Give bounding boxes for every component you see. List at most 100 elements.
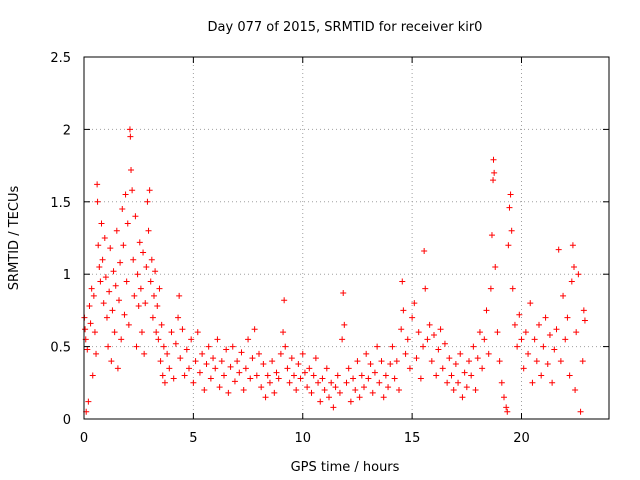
data-point <box>223 346 230 353</box>
data-point <box>581 317 588 324</box>
data-point <box>158 321 165 328</box>
data-point <box>514 343 521 350</box>
data-point <box>97 278 104 285</box>
data-point <box>203 360 210 367</box>
data-point <box>117 259 124 266</box>
data-points <box>81 126 588 415</box>
data-point <box>240 387 247 394</box>
data-point <box>134 271 141 278</box>
data-point <box>143 263 150 270</box>
data-point <box>227 363 234 370</box>
data-point <box>441 340 448 347</box>
data-point <box>170 375 177 382</box>
data-point <box>306 365 313 372</box>
data-point <box>459 394 466 401</box>
data-point <box>444 379 451 386</box>
data-point <box>319 375 326 382</box>
data-point <box>557 358 564 365</box>
data-point <box>86 303 93 310</box>
data-point <box>391 375 398 382</box>
data-point <box>575 271 582 278</box>
data-point <box>128 166 135 173</box>
data-point <box>84 346 91 353</box>
data-point <box>420 343 427 350</box>
data-point <box>291 372 297 379</box>
data-point <box>479 365 486 372</box>
data-point <box>396 387 402 394</box>
data-point <box>129 187 136 194</box>
data-point <box>120 242 127 249</box>
data-point <box>455 379 462 386</box>
data-point <box>161 379 168 386</box>
data-point <box>566 372 573 379</box>
data-point <box>153 329 160 336</box>
data-point <box>149 314 156 321</box>
data-point <box>488 232 495 239</box>
data-point <box>299 350 306 357</box>
data-point <box>339 336 346 343</box>
data-point <box>231 378 238 385</box>
x-tick-label: 20 <box>513 431 530 446</box>
data-point <box>94 198 101 205</box>
data-point <box>382 372 389 379</box>
data-point <box>579 358 586 365</box>
data-point <box>474 355 481 362</box>
data-point <box>179 326 186 333</box>
data-point <box>118 336 125 343</box>
x-axis-title: GPS time / hours <box>291 460 400 475</box>
data-point <box>225 389 232 396</box>
data-point <box>518 336 525 343</box>
data-point <box>201 387 208 394</box>
data-point <box>87 320 94 327</box>
data-point <box>536 321 542 328</box>
data-point <box>572 387 579 394</box>
data-point <box>94 181 101 188</box>
data-point <box>127 133 134 140</box>
data-point <box>334 372 341 379</box>
data-point <box>503 404 510 411</box>
data-point <box>262 394 269 401</box>
data-point <box>164 350 171 357</box>
plot-frame <box>83 56 610 420</box>
data-point <box>304 384 311 391</box>
data-point <box>399 278 406 285</box>
data-point <box>130 256 137 263</box>
data-point <box>284 365 291 372</box>
data-point <box>288 355 295 362</box>
data-point <box>393 358 400 365</box>
data-point <box>110 268 117 275</box>
data-point <box>448 372 455 379</box>
data-point <box>369 389 376 396</box>
data-point <box>155 336 162 343</box>
data-point <box>229 343 236 350</box>
data-point <box>266 379 273 386</box>
data-point <box>216 384 223 391</box>
data-point <box>108 358 115 365</box>
data-point <box>317 398 324 405</box>
data-point <box>422 285 429 292</box>
data-point <box>352 387 359 394</box>
data-point <box>249 355 256 362</box>
grid <box>84 57 609 419</box>
data-point <box>107 245 114 252</box>
data-point <box>95 242 102 249</box>
y-tick-label: 2.5 <box>50 51 71 66</box>
data-point <box>345 365 352 372</box>
data-point <box>428 358 435 365</box>
data-point <box>142 300 149 307</box>
data-point <box>293 387 300 394</box>
data-point <box>468 372 475 379</box>
data-point <box>374 343 381 350</box>
data-point <box>371 369 378 376</box>
data-point <box>190 379 197 386</box>
data-point <box>168 329 175 336</box>
data-point <box>271 389 278 396</box>
data-point <box>531 336 538 343</box>
data-point <box>242 365 249 372</box>
data-point <box>431 332 437 339</box>
data-point <box>330 404 337 411</box>
data-point <box>466 358 472 365</box>
data-point <box>564 314 571 321</box>
y-axis-title: SRMTID / TECUs <box>7 186 22 291</box>
data-point <box>214 336 221 343</box>
